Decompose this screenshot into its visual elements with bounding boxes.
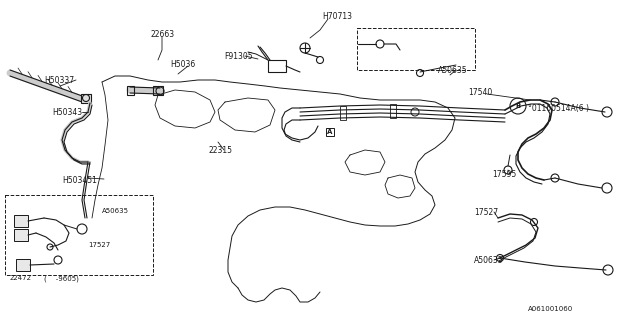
- Text: H503451: H503451: [62, 176, 97, 185]
- Text: 17595: 17595: [492, 170, 516, 179]
- Text: °01160514A(6 ): °01160514A(6 ): [528, 104, 589, 113]
- Text: A50635: A50635: [438, 66, 468, 75]
- Bar: [357, 28, 475, 70]
- Text: A50635: A50635: [102, 208, 129, 214]
- Bar: [390, 104, 396, 118]
- Bar: [340, 106, 346, 120]
- Bar: [5, 195, 153, 275]
- Text: A: A: [327, 129, 333, 135]
- Bar: [81, 94, 91, 103]
- Bar: [153, 86, 163, 95]
- Text: H50343: H50343: [52, 108, 82, 117]
- Bar: [16, 259, 30, 271]
- Bar: [268, 60, 286, 72]
- Text: A50635: A50635: [474, 256, 504, 265]
- Text: 22315: 22315: [208, 146, 232, 155]
- Text: H70713: H70713: [322, 12, 352, 21]
- Bar: [14, 229, 28, 241]
- Text: 22472: 22472: [10, 275, 32, 281]
- Text: H5036: H5036: [170, 60, 195, 69]
- Text: H50337: H50337: [44, 76, 74, 85]
- Text: F91305: F91305: [224, 52, 253, 61]
- Text: B: B: [515, 103, 520, 109]
- Bar: [127, 86, 134, 95]
- Bar: [14, 215, 28, 227]
- Text: 17540: 17540: [468, 88, 492, 97]
- Text: 17527: 17527: [88, 242, 110, 248]
- Text: (    -9605): ( -9605): [44, 275, 79, 282]
- Text: A061001060: A061001060: [528, 306, 573, 312]
- Text: 22663: 22663: [150, 30, 174, 39]
- Text: 17527: 17527: [474, 208, 498, 217]
